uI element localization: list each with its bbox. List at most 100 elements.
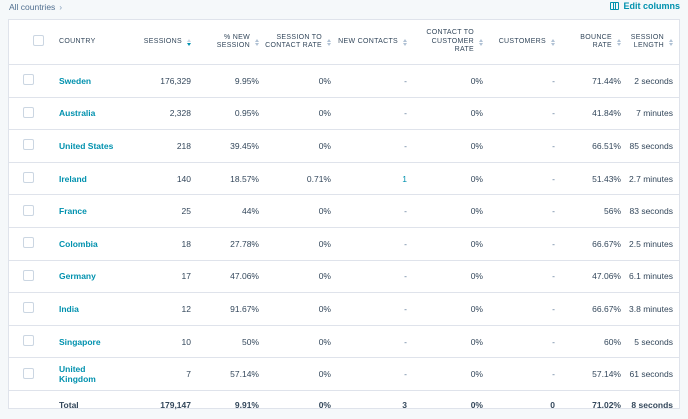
- cell-bounce: 47.06%: [561, 260, 627, 294]
- row-checkbox[interactable]: [23, 367, 34, 379]
- cell-new_contacts: -: [337, 129, 413, 163]
- sort-icon: [551, 38, 555, 46]
- country-link[interactable]: Ireland: [59, 173, 87, 184]
- cell-bounce-value: 66.67%: [592, 303, 621, 314]
- cell-sessions-value: 218: [176, 140, 191, 151]
- row-checkbox[interactable]: [23, 172, 34, 184]
- cell-new_contacts: -: [337, 357, 413, 391]
- cell-customers: -: [489, 162, 561, 196]
- cell-c2c-value: 0%: [470, 140, 483, 151]
- cell-bounce: 66.51%: [561, 129, 627, 163]
- country-cell: Colombia: [59, 227, 127, 261]
- cell-pct_new: 91.67%: [197, 292, 265, 326]
- cell-c2c: 0%: [413, 64, 489, 98]
- cell-bounce: 57.14%: [561, 357, 627, 391]
- cell-sessions: 17: [127, 260, 197, 294]
- row-checkbox[interactable]: [23, 204, 34, 216]
- cell-bounce-value: 66.67%: [592, 238, 621, 249]
- cell-pct_new-value: 9.95%: [234, 75, 259, 86]
- cell-sessions-value: 2,328: [169, 108, 191, 119]
- row-checkbox[interactable]: [23, 139, 34, 151]
- edit-columns-button[interactable]: Edit columns: [610, 1, 680, 11]
- total-s2c: 0%: [265, 390, 337, 419]
- header-pct-new-session[interactable]: % NEW SESSION: [197, 20, 265, 65]
- cell-bounce: 66.67%: [561, 227, 627, 261]
- country-link[interactable]: India: [59, 303, 79, 314]
- table-row: Colombia 18 27.78% 0% - 0% - 66.67% 2.5 minutes: [9, 227, 679, 261]
- cell-pct_new-value: 57.14%: [230, 369, 259, 380]
- row-select-cell: [9, 357, 59, 391]
- row-select-cell: [9, 129, 59, 163]
- cell-c2c: 0%: [413, 227, 489, 261]
- country-link[interactable]: Colombia: [59, 238, 98, 249]
- cell-new_contacts: 1: [337, 162, 413, 196]
- cell-s2c: 0.71%: [265, 162, 337, 196]
- row-checkbox[interactable]: [23, 302, 34, 314]
- cell-pct_new-value: 27.78%: [230, 238, 259, 249]
- country-table-card: COUNTRY SESSIONS % NEW SESSION SESSION T…: [8, 19, 680, 410]
- cell-new_contacts-value: -: [404, 206, 407, 217]
- country-link[interactable]: United States: [59, 140, 114, 151]
- cell-pct_new: 57.14%: [197, 357, 265, 391]
- header-new-contacts[interactable]: NEW CONTACTS: [337, 20, 413, 65]
- cell-s2c: 0%: [265, 260, 337, 294]
- sort-icon: [669, 38, 673, 46]
- row-checkbox[interactable]: [23, 74, 34, 86]
- cell-pct_new: 47.06%: [197, 260, 265, 294]
- cell-customers-value: -: [552, 336, 555, 347]
- cell-s2c-value: 0%: [318, 238, 331, 249]
- cell-bounce-value: 71.44%: [592, 75, 621, 86]
- cell-c2c: 0%: [413, 194, 489, 228]
- header-sessions[interactable]: SESSIONS: [127, 20, 197, 65]
- cell-s2c-value: 0%: [318, 369, 331, 380]
- country-link[interactable]: Sweden: [59, 75, 92, 86]
- breadcrumb[interactable]: All countries ›: [9, 2, 62, 12]
- country-link[interactable]: France: [59, 206, 87, 217]
- total-new_contacts-value: 3: [402, 399, 407, 410]
- country-link[interactable]: United Kingdom: [59, 364, 96, 385]
- cell-length: 85 seconds: [627, 129, 679, 163]
- header-select-cell: [9, 20, 59, 65]
- row-checkbox[interactable]: [23, 335, 34, 347]
- cell-customers: -: [489, 97, 561, 131]
- cell-bounce-value: 47.06%: [592, 271, 621, 282]
- cell-c2c-value: 0%: [470, 173, 483, 184]
- total-c2c: 0%: [413, 390, 489, 419]
- country-cell: Ireland: [59, 162, 127, 196]
- cell-pct_new-value: 47.06%: [230, 271, 259, 282]
- header-session-length[interactable]: SESSION LENGTH: [627, 20, 679, 65]
- header-contact-to-customer-rate[interactable]: CONTACT TO CUSTOMER RATE: [413, 20, 489, 65]
- header-country[interactable]: COUNTRY: [59, 20, 127, 65]
- header-customers[interactable]: CUSTOMERS: [489, 20, 561, 65]
- cell-length: 2.7 minutes: [627, 162, 679, 196]
- total-customers: 0: [489, 390, 561, 419]
- country-link[interactable]: Australia: [59, 108, 96, 119]
- cell-customers-value: -: [552, 75, 555, 86]
- header-session-to-contact-rate[interactable]: SESSION TO CONTACT RATE: [265, 20, 337, 65]
- total-new_contacts: 3: [337, 390, 413, 419]
- country-link[interactable]: Germany: [59, 271, 96, 282]
- row-select-cell: [9, 260, 59, 294]
- cell-pct_new-value: 0.95%: [234, 108, 259, 119]
- cell-s2c: 0%: [265, 129, 337, 163]
- cell-pct_new-value: 18.57%: [230, 173, 259, 184]
- total-customers-value: 0: [550, 399, 555, 410]
- cell-new_contacts-value: 1: [402, 173, 407, 184]
- row-checkbox[interactable]: [23, 237, 34, 249]
- select-all-checkbox[interactable]: [32, 34, 44, 46]
- cell-length: 6.1 minutes: [627, 260, 679, 294]
- breadcrumb-label[interactable]: All countries: [9, 2, 56, 12]
- total-label: Total: [59, 399, 79, 410]
- row-checkbox[interactable]: [23, 106, 34, 118]
- header-bounce-rate[interactable]: BOUNCE RATE: [561, 20, 627, 65]
- row-select-cell: [9, 97, 59, 131]
- cell-c2c-value: 0%: [470, 303, 483, 314]
- cell-bounce-value: 51.43%: [592, 173, 621, 184]
- cell-pct_new: 50%: [197, 325, 265, 359]
- cell-s2c: 0%: [265, 357, 337, 391]
- cell-s2c: 0%: [265, 292, 337, 326]
- sort-icon: [327, 38, 331, 46]
- cell-s2c-value: 0%: [318, 140, 331, 151]
- country-link[interactable]: Singapore: [59, 336, 101, 347]
- row-checkbox[interactable]: [23, 269, 34, 281]
